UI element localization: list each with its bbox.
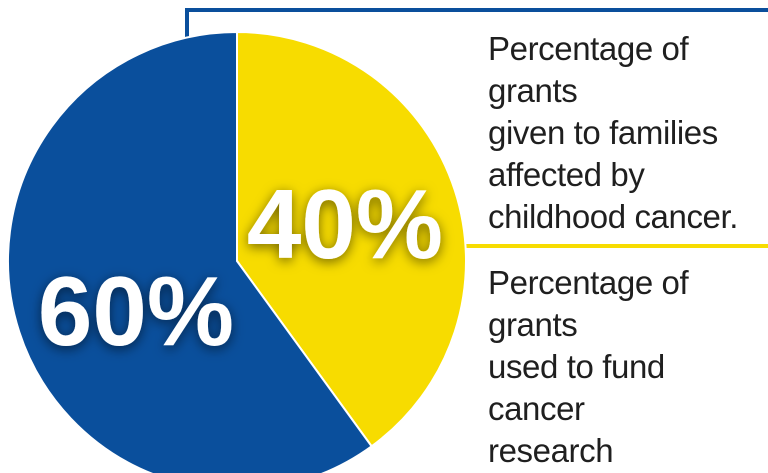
- annotation-research: Percentage of grants used to fund cancer…: [488, 264, 689, 469]
- pie-slice-families: [236, 30, 467, 448]
- pie-slice-research: [7, 30, 374, 473]
- annotation-families: Percentage of grants given to families a…: [488, 30, 739, 235]
- slice-label-families: 40%: [247, 169, 443, 279]
- pie-slices: [7, 30, 467, 473]
- slice-label-research: 60%: [38, 256, 234, 366]
